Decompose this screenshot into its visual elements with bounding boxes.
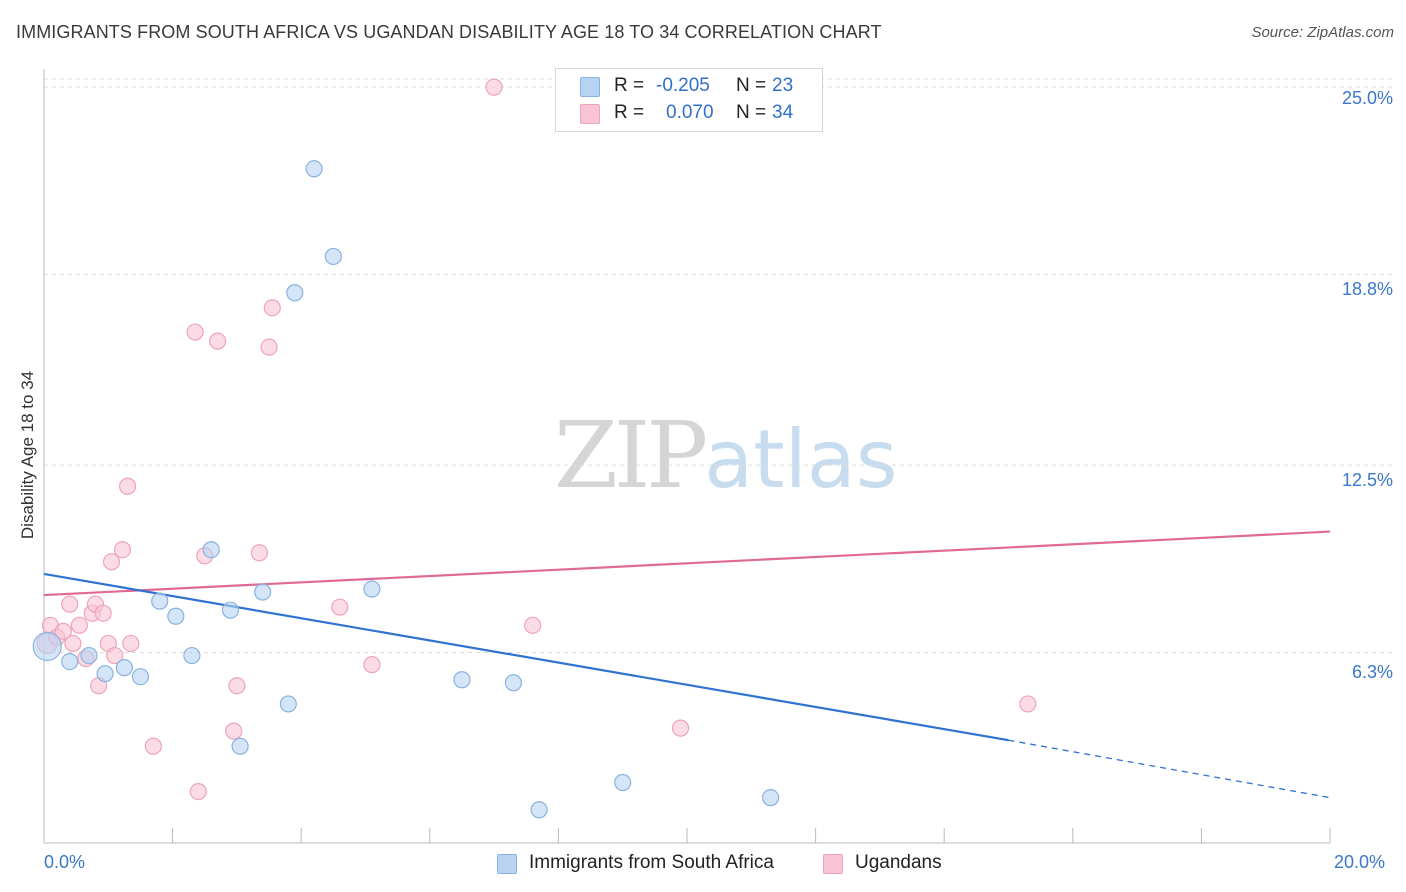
- source-label: Source: ZipAtlas.com: [1251, 24, 1394, 41]
- legend-label-ugandans: Ugandans: [855, 852, 942, 873]
- point-ugandans: [363, 656, 381, 674]
- legend-r-value: 0.070: [666, 102, 714, 123]
- point-ugandans: [189, 783, 207, 801]
- watermark-atlas: atlas: [704, 413, 898, 506]
- legend-n-value: 34: [772, 102, 794, 123]
- legend-swatch-pink: [580, 104, 600, 124]
- point-ugandans: [671, 719, 690, 737]
- legend-swatch-pink: [823, 854, 843, 874]
- watermark-zip: ZIP: [554, 402, 708, 509]
- point-south-africa: [254, 583, 272, 601]
- point-south-africa: [363, 580, 381, 598]
- point-south-africa: [305, 160, 323, 178]
- legend-n-value: 23: [772, 75, 794, 96]
- point-ugandans: [228, 677, 246, 695]
- point-south-africa: [96, 665, 114, 683]
- point-south-africa: [61, 652, 79, 671]
- point-south-africa: [151, 592, 169, 610]
- point-south-africa: [131, 668, 150, 686]
- point-south-africa: [530, 801, 548, 819]
- legend-label-south-africa: Immigrants from South Africa: [529, 852, 774, 873]
- point-ugandans: [102, 553, 121, 571]
- x-tick-label-max: 20.0%: [1334, 852, 1386, 872]
- legend-r-label: R =: [614, 102, 645, 123]
- point-south-africa: [183, 646, 201, 665]
- point-south-africa: [279, 695, 297, 713]
- legend-n-label: N =: [736, 75, 767, 96]
- point-ugandans: [225, 722, 243, 740]
- point-south-africa: [231, 737, 249, 755]
- legend-r-value: -0.205: [656, 75, 710, 96]
- point-ugandans: [524, 616, 542, 634]
- correlation-legend: R = -0.205 N = 23 R = 0.070 N = 34: [555, 68, 823, 132]
- legend-n-label: N =: [736, 102, 767, 123]
- legend-r-label: R =: [614, 75, 645, 96]
- y-tick-label-18-8: 18.8%: [1341, 279, 1393, 299]
- point-south-africa: [324, 247, 342, 266]
- trend-line-ugandans: [43, 530, 1331, 597]
- point-ugandans: [1019, 695, 1037, 713]
- point-ugandans: [144, 737, 162, 755]
- axes: [43, 69, 1331, 844]
- data-points: [32, 78, 1037, 819]
- legend-swatch-blue: [580, 77, 600, 97]
- chart-title: IMMIGRANTS FROM SOUTH AFRICA VS UGANDAN …: [16, 22, 882, 42]
- point-south-africa: [286, 284, 304, 302]
- point-ugandans: [331, 598, 349, 616]
- point-south-africa: [202, 541, 220, 559]
- point-south-africa: [453, 671, 471, 689]
- point-ugandans: [64, 634, 82, 653]
- trend-line-south-africa: [43, 572, 1009, 742]
- y-tick-label-12-5: 12.5%: [1341, 470, 1393, 490]
- point-ugandans: [94, 604, 112, 622]
- point-ugandans: [260, 338, 278, 356]
- point-ugandans: [209, 332, 227, 350]
- point-ugandans: [106, 646, 124, 665]
- point-south-africa: [32, 631, 62, 662]
- point-south-africa: [761, 789, 780, 807]
- y-axis-label: Disability Age 18 to 34: [18, 370, 37, 540]
- point-south-africa: [167, 607, 185, 625]
- x-tick-label-min: 0.0%: [44, 852, 86, 872]
- point-ugandans: [485, 78, 503, 96]
- point-ugandans: [186, 323, 204, 341]
- y-tick-label-6-3: 6.3%: [1351, 662, 1393, 682]
- legend-swatch-blue: [497, 854, 517, 874]
- trend-line-south-africa-extrapolated: [1008, 739, 1331, 799]
- point-ugandans: [122, 634, 140, 653]
- gridlines: [44, 78, 1392, 654]
- watermark: ZIPatlas: [554, 402, 898, 509]
- point-ugandans: [113, 541, 132, 559]
- point-ugandans: [263, 299, 281, 317]
- point-south-africa: [115, 659, 133, 677]
- point-ugandans: [61, 595, 79, 613]
- point-ugandans: [70, 616, 88, 634]
- trend-lines: [43, 530, 1331, 799]
- point-south-africa: [80, 646, 98, 665]
- point-ugandans: [250, 544, 269, 562]
- point-ugandans: [118, 477, 137, 495]
- y-tick-label-25: 25.0%: [1341, 88, 1393, 108]
- point-south-africa: [221, 601, 240, 619]
- point-ugandans: [54, 622, 72, 640]
- point-south-africa: [614, 773, 632, 792]
- point-south-africa: [504, 674, 522, 692]
